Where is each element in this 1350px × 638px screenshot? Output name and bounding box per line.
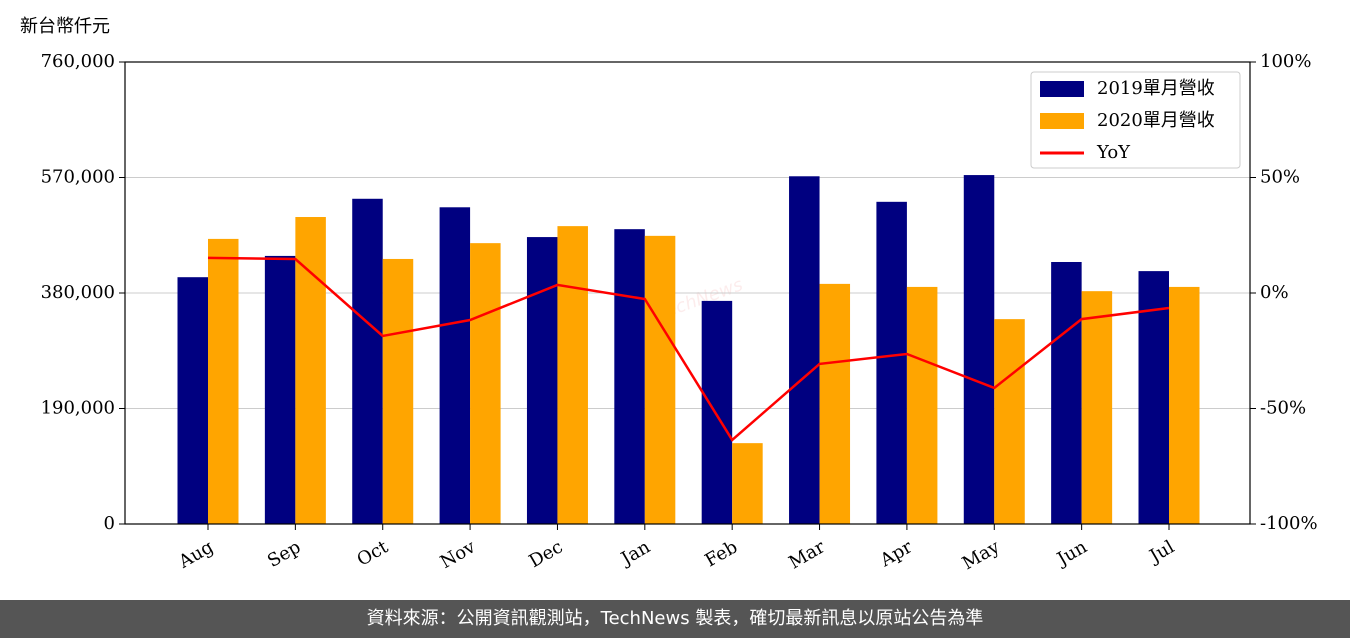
y2-tick-label: 50%: [1260, 167, 1300, 188]
y-tick-label: 760,000: [41, 51, 115, 72]
x-tick-label: Oct: [353, 536, 392, 571]
bar: [177, 277, 208, 524]
x-tick-label: Nov: [437, 536, 480, 573]
y2-tick-label: 0%: [1260, 282, 1289, 303]
bar: [557, 226, 588, 524]
legend-swatch: [1040, 113, 1084, 129]
bar: [264, 255, 296, 524]
y-tick-label: 190,000: [41, 398, 115, 419]
footer-text: 資料來源：公開資訊觀測站，TechNews 製表，確切最新訊息以原站公告為準: [367, 608, 984, 629]
y-tick-label: 0: [104, 513, 115, 534]
bar: [614, 229, 645, 524]
legend-label: 2020單月營收: [1097, 110, 1215, 131]
legend-label: 2019單月營收: [1097, 78, 1215, 99]
bar: [644, 235, 676, 524]
footer-bar: [0, 600, 1350, 638]
x-tick-label: Aug: [174, 536, 217, 573]
bar: [819, 283, 851, 524]
bar: [470, 243, 501, 524]
x-tick-label: Jan: [616, 536, 654, 570]
x-tick-label: Apr: [876, 536, 916, 571]
bar: [876, 201, 907, 524]
bar: [526, 237, 558, 525]
x-tick-label: May: [959, 536, 1004, 574]
y-tick-label: 380,000: [41, 282, 115, 303]
y-tick-label: 570,000: [41, 167, 115, 188]
bar: [382, 258, 414, 524]
y2-tick-label: -100%: [1260, 513, 1318, 534]
bar: [906, 286, 938, 524]
x-tick-label: Dec: [525, 536, 566, 572]
line: [207, 256, 1170, 442]
legend-label: YoY: [1096, 142, 1131, 163]
bar: [994, 319, 1025, 524]
y-axis-label: 新台幣仟元: [20, 16, 110, 37]
bar: [701, 300, 733, 524]
x-tick-label: Jun: [1052, 536, 1091, 571]
bar: [352, 198, 383, 525]
y2-tick-label: 100%: [1260, 51, 1311, 72]
bar: [1138, 271, 1169, 524]
x-tick-label: Sep: [264, 536, 304, 571]
bar: [1051, 261, 1082, 524]
bar: [439, 207, 471, 524]
bar: [732, 443, 763, 524]
bar: [1169, 286, 1200, 524]
x-tick-label: Jul: [1144, 536, 1178, 568]
plot-frame: [124, 61, 1251, 525]
legend-swatch: [1040, 81, 1084, 97]
bar: [1081, 291, 1113, 524]
y2-tick-label: -50%: [1260, 398, 1306, 419]
bar: [295, 217, 326, 524]
x-tick-label: Feb: [702, 536, 742, 571]
x-tick-label: Mar: [785, 536, 829, 573]
bar: [789, 176, 820, 524]
bar: [208, 238, 239, 524]
bar: [963, 175, 995, 524]
